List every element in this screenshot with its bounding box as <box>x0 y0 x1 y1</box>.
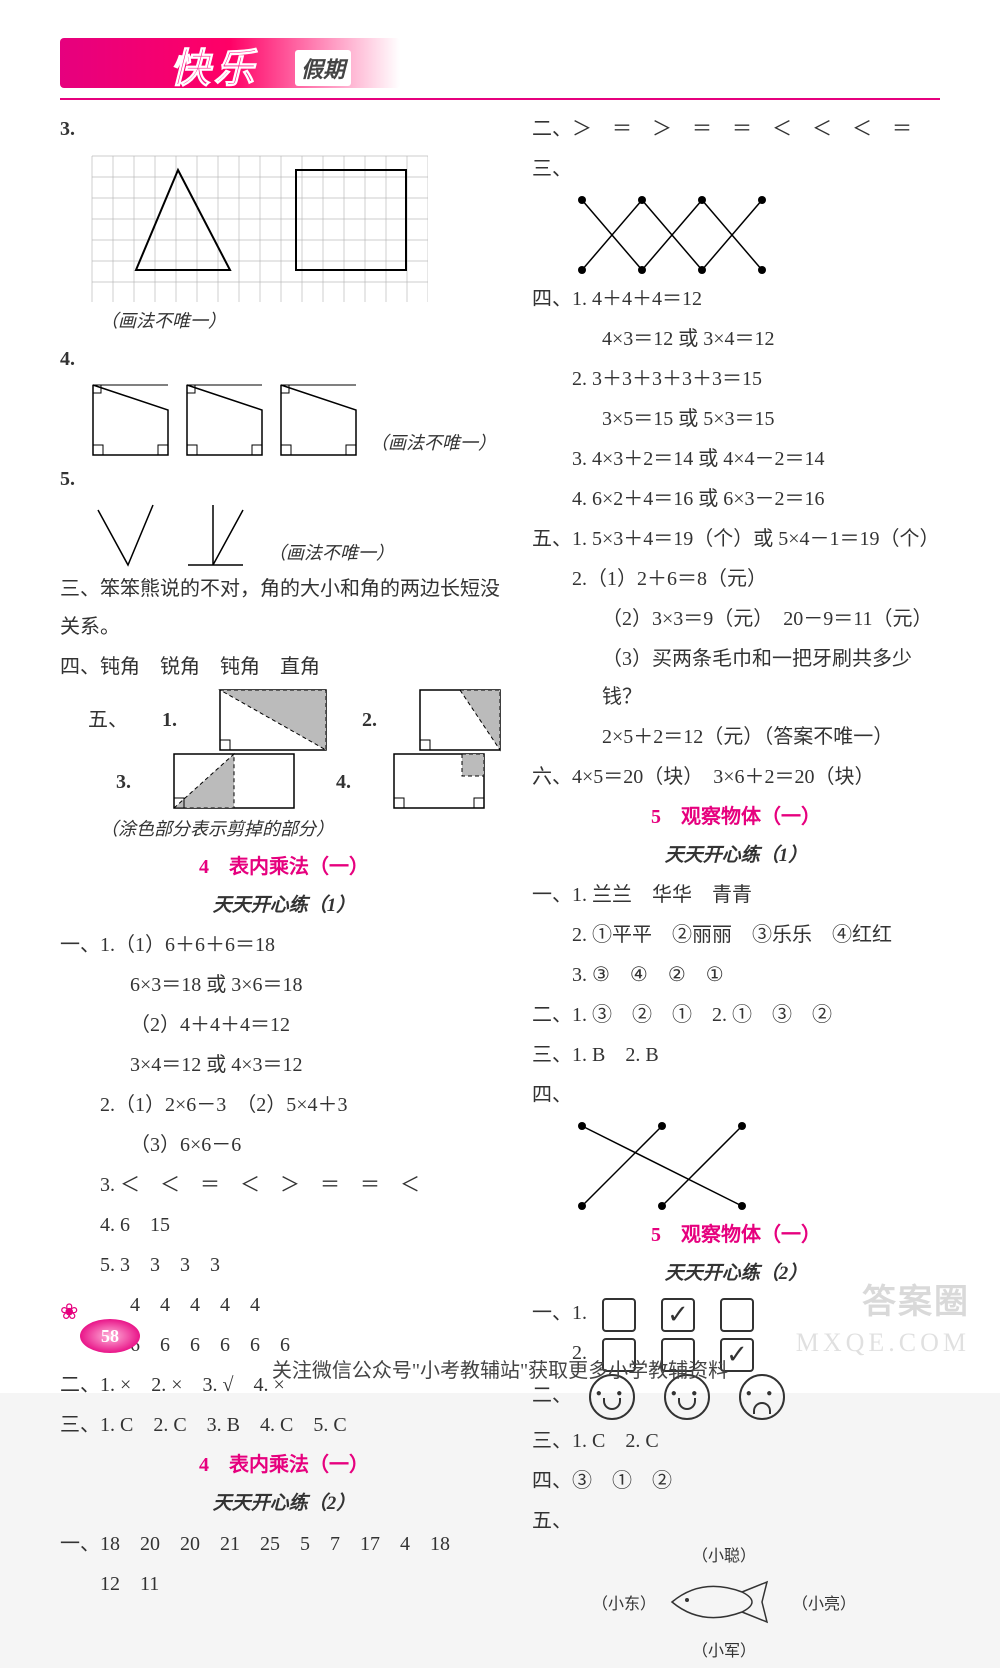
s1-3: 3. ＜ ＜ ＝ ＜ ＞ ＝ ＝ ＜ <box>60 1166 508 1204</box>
page-number: 58 <box>80 1319 140 1353</box>
v1: 一、1. <box>532 1302 587 1324</box>
r5-2c: （3）买两条毛巾和一把牙刷共多少钱？ <box>532 640 940 716</box>
checkbox-empty <box>602 1298 636 1332</box>
q5-label: 5. <box>60 468 75 490</box>
fish-icon <box>662 1572 772 1632</box>
sec5-3: 3. <box>116 763 138 801</box>
sec5-row2: 3. 4. <box>116 752 508 812</box>
banner-title-main: 快乐 <box>170 46 258 91</box>
sec5-note: （涂色部分表示剪掉的部分） <box>60 812 508 846</box>
q3-note: （画法不唯一） <box>60 304 508 338</box>
sec5-1: 1. <box>162 701 184 739</box>
left-column: 3. （画法不唯一） 4. （画法不唯一） 5. （画法 <box>60 110 508 1310</box>
content-columns: 3. （画法不唯一） 4. （画法不唯一） 5. （画法 <box>60 110 940 1310</box>
q4-label: 4. <box>60 348 75 370</box>
direction-diagram: （小聪） （小东） （小亮） （小军） <box>592 1542 872 1662</box>
r5-2: 2.（1）2＋6＝8（元） <box>532 560 940 598</box>
matching-diagram-1 <box>562 190 822 280</box>
sec5-2: 2. <box>362 701 384 739</box>
r2: 二、＞ ＝ ＞ ＝ ＝ ＜ ＜ ＜ ＝ <box>532 110 940 148</box>
q5-note: （画法不唯一） <box>268 536 394 570</box>
s1-4: 4. 6 15 <box>60 1206 508 1244</box>
watermark-1: 答案圈 <box>862 1274 970 1323</box>
s1-1c: （2）4＋4＋4＝12 <box>60 1006 508 1044</box>
watermark-2: MXQE.COM <box>796 1328 970 1358</box>
banner-title: 快乐 <box>170 36 258 94</box>
section-3: 三、笨笨熊说的不对，角的大小和角的两边长短没关系。 <box>60 570 508 646</box>
p2-1: 一、18 20 20 21 25 5 7 17 4 18 <box>60 1525 508 1563</box>
u5-1-3: 3. ③ ④ ② ① <box>532 956 940 994</box>
checkbox-empty <box>720 1298 754 1332</box>
s1-1b: 6×3＝18 或 3×6＝18 <box>60 966 508 1004</box>
w5-bottom: （小军） <box>692 1637 756 1667</box>
unit4-sub1: 天天开心练（1） <box>60 888 508 924</box>
leaf-icon: ❀ <box>60 1299 84 1323</box>
unit5-title2: 5 观察物体（一） <box>532 1216 940 1254</box>
r4-3: 3. 4×3＋2＝14 或 4×4－2＝14 <box>532 440 940 478</box>
sec5-label: 五、 <box>88 701 128 739</box>
w5-right: （小亮） <box>792 1590 856 1620</box>
grid-drawing <box>88 152 428 302</box>
unit4-title: 4 表内乘法（一） <box>60 848 508 886</box>
s1-5: 5. 3 3 3 3 <box>60 1246 508 1284</box>
w5-left: （小东） <box>592 1590 656 1620</box>
q4-note: （画法不唯一） <box>370 426 496 460</box>
u5-2: 二、1. ③ ② ① 2. ① ③ ② <box>532 996 940 1034</box>
unit5-sub1: 天天开心练（1） <box>532 838 940 874</box>
p2-1b: 12 11 <box>60 1565 508 1603</box>
w5-top: （小聪） <box>692 1542 756 1572</box>
right-column: 二、＞ ＝ ＞ ＝ ＝ ＜ ＜ ＜ ＝ 三、 四、1. 4＋4＋4＝12 4×3… <box>532 110 940 1310</box>
r5-2d: 2×5＋2＝12（元）（答案不唯一） <box>532 718 940 756</box>
page: 快乐 假期 3. （画法不唯一） 4. （画法不唯一） <box>0 0 1000 1393</box>
sec5-row1: 五、 1. 2. <box>88 688 508 752</box>
q5-angles: （画法不唯一） <box>88 500 508 570</box>
header-banner: 快乐 假期 <box>60 30 940 100</box>
unit5-title: 5 观察物体（一） <box>532 798 940 836</box>
s1-2: 2.（1）2×6－3 （2）5×4＋3 <box>60 1086 508 1124</box>
w5: 五、 <box>532 1510 572 1532</box>
r5: 五、1. 5×3＋4＝19（个）或 5×4－1＝19（个） <box>532 520 940 558</box>
s1-2b: （3）6×6－6 <box>60 1126 508 1164</box>
q4-shapes: （画法不唯一） <box>88 380 508 460</box>
banner-subtitle: 假期 <box>295 50 351 86</box>
r5-2b: （2）3×3＝9（元） 20－9＝11（元） <box>532 600 940 638</box>
sec5-4: 4. <box>336 763 358 801</box>
u5-1-2: 2. ①平平 ②丽丽 ③乐乐 ④红红 <box>532 916 940 954</box>
s3: 三、1. C 2. C 3. B 4. C 5. C <box>60 1406 508 1444</box>
s1-1: 一、1.（1）6＋6＋6＝18 <box>60 926 508 964</box>
r4: 四、1. 4＋4＋4＝12 <box>532 280 940 318</box>
q3-label: 3. <box>60 118 75 140</box>
u5-3: 三、1. B 2. B <box>532 1036 940 1074</box>
w4: 四、③ ① ② <box>532 1462 940 1500</box>
r4-2b: 3×5＝15 或 5×3＝15 <box>532 400 940 438</box>
section-4: 四、钝角 锐角 钝角 直角 <box>60 648 508 686</box>
checkbox-checked: ✓ <box>661 1298 695 1332</box>
u5-1: 一、1. 兰兰 华华 青青 <box>532 876 940 914</box>
s1-5b: 4 4 4 4 4 <box>60 1286 508 1324</box>
r4b: 4×3＝12 或 3×4＝12 <box>532 320 940 358</box>
unit4-title2: 4 表内乘法（一） <box>60 1446 508 1484</box>
r4-4: 4. 6×2＋4＝16 或 6×3－2＝16 <box>532 480 940 518</box>
unit4-sub2: 天天开心练（2） <box>60 1486 508 1522</box>
s1-1d: 3×4＝12 或 4×3＝12 <box>60 1046 508 1084</box>
r6: 六、4×5＝20（块） 3×6＋2＝20（块） <box>532 758 940 796</box>
r3: 三、 <box>532 158 572 180</box>
u5-4: 四、 <box>532 1084 572 1106</box>
w2: 二、 <box>532 1385 572 1407</box>
r4-2: 2. 3＋3＋3＋3＋3＝15 <box>532 360 940 398</box>
matching-diagram-2 <box>562 1116 782 1216</box>
footer-text: 关注微信公众号"小考教辅站"获取更多小学教辅资料 <box>0 1354 1000 1383</box>
w3: 三、1. C 2. C <box>532 1422 940 1460</box>
